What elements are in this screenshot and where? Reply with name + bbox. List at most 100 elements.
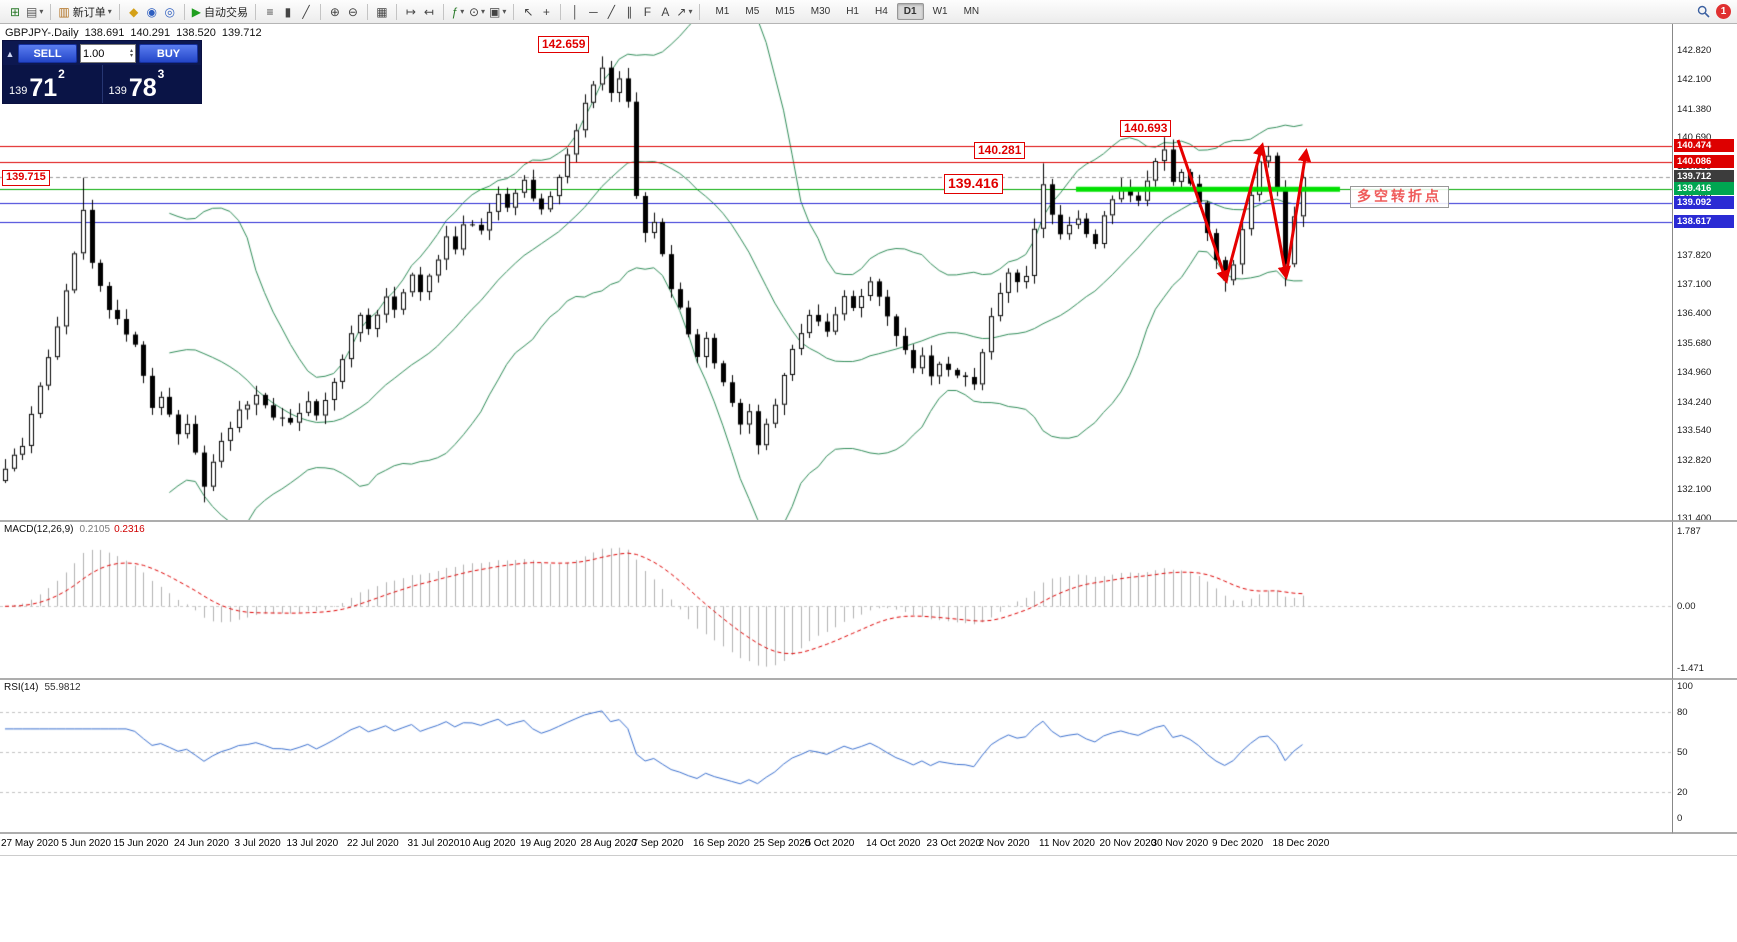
one-click-prices-row: 139 71 2 139 78 3 [3, 65, 201, 103]
macd-axis[interactable]: 1.787 0.00 -1.471 [1672, 522, 1737, 680]
price-axis-label: 134.960 [1677, 367, 1712, 379]
buy-button[interactable]: BUY [139, 44, 198, 63]
bar-chart-icon[interactable]: ≡ [261, 3, 279, 21]
toolbar-separator [395, 3, 397, 20]
crosshair-icon[interactable]: + [537, 3, 555, 21]
one-click-trading-panel: ▲ SELL 1.00 ▴ ▾ BUY 139 71 2 139 78 3 [2, 40, 202, 104]
bid-price[interactable]: 139 71 2 [3, 65, 102, 103]
auto-trading-button-label: 自动交易 [203, 6, 248, 19]
date-label: 30 Nov 2020 [1151, 838, 1209, 849]
toolbar-separator [183, 3, 185, 20]
toolbar-separator [513, 3, 515, 20]
toolbar-group: ↖ + [517, 3, 557, 21]
time-axis[interactable]: 27 May 2020 5 Jun 2020 15 Jun 2020 24 Jun 2… [0, 834, 1737, 856]
trendline-icon[interactable]: ╱ [602, 3, 620, 21]
fibonacci-icon-glyph: F [643, 4, 652, 19]
vertical-line-icon-glyph: │ [571, 4, 580, 19]
indicators-icon-glyph: ƒ [451, 4, 459, 19]
candlestick-chart-icon-glyph: ▮ [284, 4, 292, 19]
price-axis-label: 132.100 [1677, 484, 1712, 496]
candlestick-chart-icon[interactable]: ▮ [279, 3, 297, 21]
rsi-axis[interactable]: 100 80 50 20 0 [1672, 680, 1737, 834]
close-value: 139.712 [221, 27, 262, 39]
new-order-button[interactable]: ▥ 新订单 ▾ [56, 3, 113, 21]
date-label: 25 Sep 2020 [753, 838, 811, 849]
ask-price[interactable]: 139 78 3 [101, 65, 202, 103]
channel-icon[interactable]: ∥ [620, 3, 638, 21]
price-axis-label: 134.240 [1677, 396, 1712, 408]
date-label: 18 Dec 2020 [1272, 838, 1330, 849]
fibonacci-icon[interactable]: F [638, 3, 656, 21]
search-icon[interactable] [1694, 3, 1712, 21]
price-tag: 140.474 [1674, 138, 1734, 152]
price-axis[interactable]: 142.820142.100141.380140.690139.980139.2… [1672, 24, 1737, 522]
date-label: 7 Sep 2020 [632, 838, 684, 849]
volume-input[interactable]: 1.00 ▴ ▾ [80, 44, 136, 63]
line-chart-icon[interactable]: ╱ [297, 3, 315, 21]
date-label: 23 Oct 2020 [926, 838, 982, 849]
new-chart-icon[interactable]: ⊞ [6, 3, 24, 21]
timeframe-m30[interactable]: M30 [810, 6, 831, 17]
indicators-icon[interactable]: ƒ ▾ [449, 3, 467, 21]
rsi-canvas[interactable] [0, 680, 1672, 832]
volume-spinner[interactable]: ▴ ▾ [129, 47, 133, 59]
collapse-panel-icon[interactable]: ▲ [5, 48, 15, 59]
mql5-community-icon[interactable]: ◆ [125, 3, 143, 21]
timeframe-m5[interactable]: M5 [745, 6, 760, 17]
date-label: 27 May 2020 [1, 838, 59, 849]
symbol-period-label: GBPJPY-.Daily [5, 27, 79, 39]
spinner-down-icon[interactable]: ▾ [129, 52, 133, 59]
periods-icon[interactable]: ⊙ ▾ [467, 3, 487, 21]
data-window-icon[interactable]: ◎ [161, 3, 179, 21]
vertical-line-icon[interactable]: │ [566, 3, 584, 21]
date-label: 31 Jul 2020 [407, 838, 460, 849]
zoom-in-icon[interactable]: ⊕ [326, 3, 344, 21]
macd-axis-label: -1.471 [1677, 663, 1704, 675]
auto-scroll-icon[interactable]: ↦ [402, 3, 420, 21]
timeframe-h4[interactable]: H4 [874, 6, 888, 17]
auto-trading-button[interactable]: ▶ 自动交易 [190, 3, 250, 21]
ask-big-digits: 78 [128, 73, 157, 102]
periods-icon-glyph: ⊙ [468, 4, 480, 19]
date-label: 2 Nov 2020 [978, 838, 1030, 849]
chart-shift-icon[interactable]: ↤ [420, 3, 438, 21]
templates-icon[interactable]: ▣ ▾ [487, 3, 508, 21]
spinner-up-icon[interactable]: ▴ [129, 47, 133, 54]
notification-badge[interactable]: 1 [1716, 4, 1731, 19]
timeframe-d1[interactable]: D1 [896, 3, 924, 20]
text-icon[interactable]: A [656, 3, 674, 21]
timeframe-m15[interactable]: M15 [775, 6, 795, 17]
bid-sup-digit: 2 [58, 67, 65, 81]
toolbar-group: ▶ 自动交易 [188, 3, 252, 21]
line-chart-icon-glyph: ╱ [302, 4, 310, 19]
price-axis-label: 142.820 [1677, 44, 1712, 56]
date-label: 20 Nov 2020 [1099, 838, 1157, 849]
cursor-icon[interactable]: ↖ [519, 3, 537, 21]
toolbar-group: ⊕ ⊖ [324, 3, 364, 21]
zoom-out-icon[interactable]: ⊖ [344, 3, 362, 21]
dropdown-caret-icon: ▾ [107, 7, 112, 16]
sell-button[interactable]: SELL [18, 44, 77, 63]
price-axis-label: 136.400 [1677, 307, 1712, 319]
date-label: 9 Dec 2020 [1212, 838, 1264, 849]
rsi-pane: RSI(14) 55.9812 [0, 680, 1672, 834]
main-chart-canvas[interactable] [0, 24, 1672, 520]
tile-windows-icon[interactable]: ▦ [373, 3, 391, 21]
profiles-icon[interactable]: ▤ ▾ [24, 3, 45, 21]
horizontal-line-icon[interactable]: ─ [584, 3, 602, 21]
macd-canvas[interactable] [0, 522, 1672, 678]
bid-big-digits: 71 [29, 73, 58, 102]
timeframe-w1[interactable]: W1 [932, 6, 948, 17]
macd-signal-value: 0.2316 [114, 524, 145, 535]
timeframe-mn[interactable]: MN [963, 6, 980, 17]
price-tag: 139.092 [1674, 195, 1734, 209]
tile-windows-icon-glyph: ▦ [376, 4, 388, 19]
arrows-icon[interactable]: ↗ ▾ [674, 3, 694, 21]
date-label: 15 Jun 2020 [113, 838, 169, 849]
timeframe-m1[interactable]: M1 [715, 6, 730, 17]
market-depth-icon[interactable]: ◉ [143, 3, 161, 21]
timeframe-h1[interactable]: H1 [846, 6, 859, 17]
macd-axis-label: 1.787 [1677, 525, 1701, 537]
rsi-axis-label: 20 [1677, 786, 1688, 798]
